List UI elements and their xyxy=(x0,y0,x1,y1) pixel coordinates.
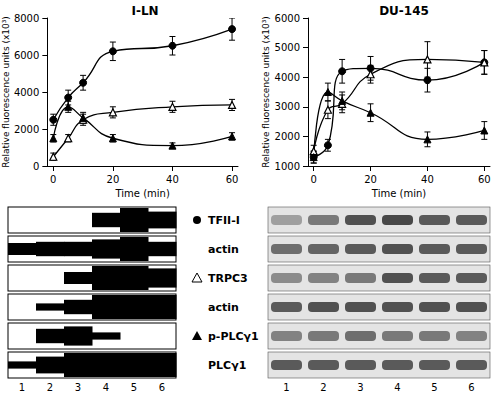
svg-text:4: 4 xyxy=(394,382,400,393)
svg-text:3: 3 xyxy=(357,382,363,393)
svg-text:20: 20 xyxy=(107,174,120,185)
svg-text:I-LN: I-LN xyxy=(131,4,158,18)
svg-text:3: 3 xyxy=(75,382,81,393)
svg-text:40: 40 xyxy=(421,174,434,185)
svg-text:3000: 3000 xyxy=(275,101,300,112)
svg-text:5: 5 xyxy=(431,382,437,393)
svg-text:2: 2 xyxy=(320,382,326,393)
svg-text:5: 5 xyxy=(131,382,137,393)
svg-text:1: 1 xyxy=(283,382,289,393)
svg-text:0: 0 xyxy=(50,174,56,185)
svg-text:20: 20 xyxy=(364,174,377,185)
svg-text:4: 4 xyxy=(103,382,109,393)
svg-text:6000: 6000 xyxy=(14,50,39,61)
svg-text:TFII-I: TFII-I xyxy=(208,214,240,227)
svg-text:Time (min): Time (min) xyxy=(371,188,426,199)
svg-text:TRPC3: TRPC3 xyxy=(208,272,248,285)
svg-text:0: 0 xyxy=(33,161,39,172)
svg-text:8000: 8000 xyxy=(14,13,39,24)
svg-text:Relative fluorescence units (x: Relative fluorescence units (x10³) xyxy=(1,16,11,168)
svg-text:4000: 4000 xyxy=(14,87,39,98)
svg-text:6000: 6000 xyxy=(275,13,300,24)
svg-text:1000: 1000 xyxy=(275,161,300,172)
svg-text:5000: 5000 xyxy=(275,42,300,53)
svg-text:Relative fluorescence units (x: Relative fluorescence units (x10³) xyxy=(261,16,271,168)
svg-text:60: 60 xyxy=(226,174,239,185)
svg-text:2000: 2000 xyxy=(14,124,39,135)
svg-text:2: 2 xyxy=(47,382,53,393)
svg-text:4000: 4000 xyxy=(275,72,300,83)
svg-text:60: 60 xyxy=(478,174,491,185)
svg-text:1: 1 xyxy=(19,382,25,393)
svg-text:0: 0 xyxy=(311,174,317,185)
svg-text:actin: actin xyxy=(208,243,239,256)
svg-text:PLCγ1: PLCγ1 xyxy=(208,359,246,372)
svg-text:2000: 2000 xyxy=(275,131,300,142)
svg-text:6: 6 xyxy=(468,382,474,393)
svg-text:DU-145: DU-145 xyxy=(379,4,429,18)
svg-text:actin: actin xyxy=(208,301,239,314)
svg-text:p-PLCγ1: p-PLCγ1 xyxy=(208,330,259,343)
svg-text:Time (min): Time (min) xyxy=(115,188,170,199)
svg-text:40: 40 xyxy=(166,174,179,185)
svg-text:6: 6 xyxy=(159,382,165,393)
